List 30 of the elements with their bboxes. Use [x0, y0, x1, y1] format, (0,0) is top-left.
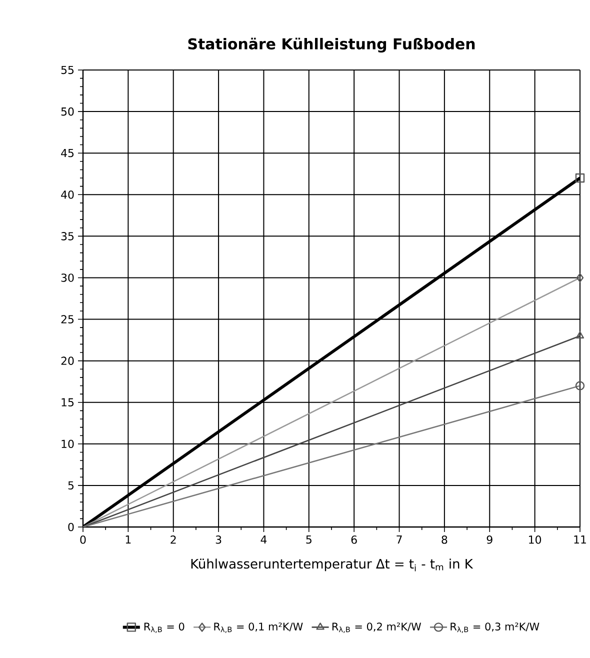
chart-title: Stationäre Kühlleistung Fußboden: [188, 38, 474, 52]
x-tick-label: 6: [351, 536, 357, 544]
x-tick-label: 3: [216, 536, 222, 544]
y-tick-label: 0: [68, 522, 74, 532]
y-tick-label: 20: [61, 356, 74, 365]
y-tick-label: 45: [60, 149, 74, 158]
legend-label: R$_{λ,B}$ = 0: [144, 622, 184, 634]
x-tick-label: 0: [80, 536, 86, 544]
x-tick-label: 10: [528, 536, 541, 544]
x-tick-label: 7: [396, 536, 402, 544]
x-tick-label: 11: [574, 536, 586, 544]
x-tick-label: 4: [260, 536, 266, 544]
x-tick-label: 1: [126, 536, 131, 544]
y-tick-label: 25: [61, 315, 74, 324]
x-axis-title: Kühlwasseruntertemperatur Δt = t$_{i}$ - t$_{m}$ in K: [191, 558, 474, 572]
x-tick-label: 5: [306, 536, 312, 544]
y-tick-label: 10: [62, 440, 74, 448]
legend-label: R$_{λ,B}$ = 0,3 m²K/W: [450, 622, 540, 634]
x-tick-label: 9: [486, 536, 492, 544]
y-tick-label: 5: [68, 481, 74, 490]
y-tick-label: 15: [62, 398, 74, 406]
legend-label: R$_{λ,B}$ = 0,2 m²K/W: [332, 622, 421, 634]
y-tick-label: 40: [60, 190, 74, 199]
y-tick-label: 30: [61, 274, 74, 282]
legend-label: R$_{λ,B}$ = 0,1 m²K/W: [214, 622, 303, 634]
x-tick-label: 8: [442, 536, 448, 544]
y-tick-label: 50: [61, 107, 74, 116]
y-tick-label: 35: [61, 232, 74, 240]
x-tick-label: 2: [170, 536, 176, 544]
y-tick-label: 55: [61, 66, 74, 74]
